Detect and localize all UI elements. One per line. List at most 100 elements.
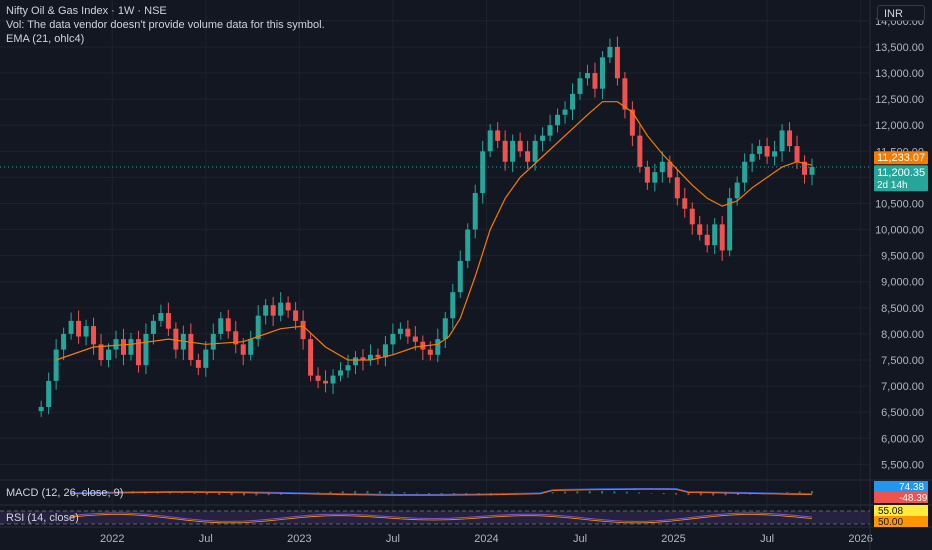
candle-body (697, 224, 703, 235)
candle-body (457, 260, 463, 293)
rsi-value: 55.08 (878, 506, 903, 517)
candle-body (772, 151, 778, 157)
candle-body (794, 146, 800, 162)
y-tick-label: 6,000.00 (881, 433, 924, 445)
candle-body (465, 229, 471, 261)
candle-body (622, 78, 628, 110)
candle-body (472, 193, 478, 230)
y-tick-label: 12,000.00 (875, 120, 924, 132)
macd-histogram-bar (798, 491, 801, 494)
rsi-line (71, 512, 813, 522)
chart-title: Nifty Oil & Gas Index · 1W · NSE (6, 5, 167, 17)
ema-badge-value: 11,233.07 (877, 152, 925, 164)
y-tick-label: 6,500.00 (881, 407, 924, 419)
candle-body (517, 140, 523, 152)
candle-body (315, 375, 321, 381)
candle-body (562, 109, 568, 115)
macd-hist-badge (874, 492, 928, 503)
candle-body (577, 78, 583, 94)
candle-body (203, 349, 209, 368)
macd-histogram-bar (588, 491, 591, 494)
candle-body (218, 318, 224, 334)
candle-body (712, 224, 718, 246)
rsi-ma-line (71, 514, 813, 524)
candle-body (547, 125, 553, 136)
rsi-mid-badge (874, 516, 928, 527)
candle-body (652, 172, 658, 183)
macd-histogram-bar (193, 493, 196, 494)
candle-body (584, 73, 590, 79)
candle-body (173, 328, 179, 350)
candle-body (106, 349, 112, 360)
candle-body (779, 130, 785, 152)
rsi-label[interactable]: RSI (14, close) (6, 512, 79, 524)
candle-body (53, 349, 59, 381)
ema-badge (874, 151, 928, 165)
candle-body (749, 153, 755, 162)
macd-histogram-bar (230, 493, 233, 496)
y-tick-label: 7,000.00 (881, 381, 924, 393)
macd-histogram-bar (736, 493, 739, 496)
candle-body (338, 370, 344, 376)
x-tick-label: 2026 (848, 533, 872, 545)
candle-body (480, 151, 486, 194)
candle-body (592, 73, 598, 89)
currency-button[interactable]: INR (877, 5, 925, 21)
candle-body (412, 336, 418, 342)
candle-body (46, 380, 52, 407)
macd-histogram-bar (601, 491, 604, 494)
candle-body (83, 326, 89, 337)
x-tick-label: Jul (573, 533, 587, 545)
candle-body (240, 344, 246, 355)
candle-body (742, 161, 748, 183)
x-tick-label: 2023 (287, 533, 311, 545)
macd-histogram-bar (613, 491, 616, 494)
candle-body (68, 320, 74, 334)
candle-body (405, 328, 411, 337)
macd-label[interactable]: MACD (12, 26, close, 9) (6, 487, 124, 499)
candle-body (525, 151, 531, 162)
macd-hist-value: -48.39 (899, 493, 928, 504)
candle-body (435, 339, 441, 355)
candle-body (278, 302, 284, 316)
candle-body (599, 57, 605, 89)
y-tick-label: 9,500.00 (881, 251, 924, 263)
y-tick-label: 10,000.00 (875, 225, 924, 237)
candle-body (128, 339, 134, 355)
x-tick-label: 2025 (661, 533, 685, 545)
macd-histogram-bar (329, 491, 332, 494)
macd-histogram-bar (181, 492, 184, 494)
macd-signal-line (71, 488, 813, 496)
volume-note: Vol: The data vendor doesn't provide vol… (6, 19, 325, 31)
candle-body (360, 357, 366, 360)
candle-body (263, 305, 269, 316)
candle-body (308, 339, 314, 376)
candle-body (495, 130, 501, 141)
macd-histogram-bar (564, 491, 567, 494)
candle-body (225, 318, 231, 332)
candle-body (323, 380, 329, 384)
y-tick-label: 8,000.00 (881, 329, 924, 341)
candle-body (727, 198, 733, 251)
macd-histogram-bar (699, 493, 702, 496)
candle-body (734, 182, 740, 199)
candle-body (382, 344, 388, 358)
candle-body (375, 354, 381, 358)
candle-body (210, 333, 216, 350)
macd-histogram-bar (786, 492, 789, 494)
candle-body (98, 344, 104, 360)
candle-body (510, 140, 516, 162)
candle-body (248, 339, 254, 355)
candle-body (757, 146, 763, 154)
countdown-timer: 2d 14h (877, 180, 908, 191)
rsi-value-badge (874, 505, 928, 516)
candle-body (188, 333, 194, 360)
candle-body (644, 166, 650, 183)
candle-body (682, 198, 688, 209)
macd-histogram-bar (625, 491, 628, 494)
ema-legend[interactable]: EMA (21, ohlc4) (6, 33, 85, 45)
macd-histogram-bar (242, 493, 245, 496)
candle-body (285, 302, 291, 311)
macd-histogram-bar (366, 491, 369, 494)
